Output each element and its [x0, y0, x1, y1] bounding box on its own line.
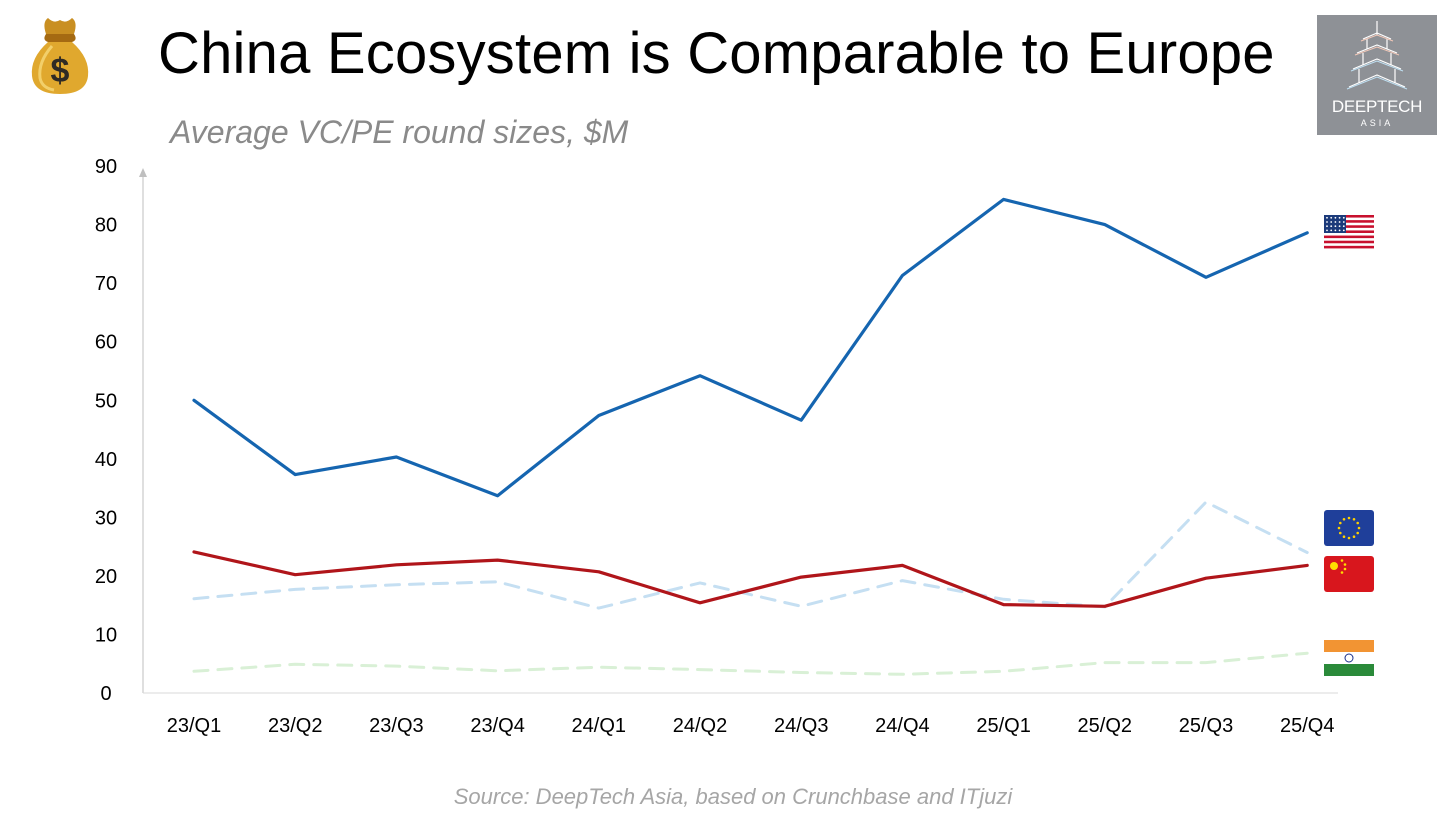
x-tick-label: 23/Q2: [268, 715, 322, 737]
y-tick-label: 40: [95, 449, 117, 471]
deeptech-asia-logo: DEEPTECH ASIA: [1317, 15, 1437, 135]
x-tick-label: 24/Q4: [875, 715, 929, 737]
x-tick-label: 23/Q1: [167, 715, 221, 737]
y-tick-label: 50: [95, 390, 117, 412]
logo-name: DEEPTECH: [1331, 97, 1423, 116]
pagoda-icon: [1346, 21, 1408, 90]
series-line-us: [192, 197, 1309, 498]
y-tick-label: 20: [95, 566, 117, 588]
eu-flag-icon: [1324, 510, 1374, 551]
x-tick-label: 24/Q2: [673, 715, 727, 737]
x-tick-label: 25/Q2: [1078, 715, 1132, 737]
y-tick-label: 10: [95, 624, 117, 646]
x-tick-label: 24/Q3: [774, 715, 828, 737]
y-tick-label: 60: [95, 332, 117, 354]
china-flag-icon: [1324, 556, 1374, 597]
x-tick-label: 25/Q4: [1280, 715, 1334, 737]
y-tick-label: 70: [95, 273, 117, 295]
x-tick-label: 24/Q1: [572, 715, 626, 737]
series-layer: [192, 197, 1309, 676]
svg-text:$: $: [51, 52, 70, 90]
y-axis-arrow: [139, 168, 147, 177]
chart-axes: [139, 168, 1338, 694]
source-note: Source: DeepTech Asia, based on Crunchba…: [453, 784, 1013, 809]
x-tick-label: 23/Q4: [470, 715, 524, 737]
chart-subtitle: Average VC/PE round sizes, $M: [170, 114, 629, 150]
chart-title: China Ecosystem is Comparable to Europe: [158, 21, 1275, 86]
y-tick-label: 0: [100, 683, 111, 705]
x-tick-label: 25/Q3: [1179, 715, 1233, 737]
series-line-eu: [192, 500, 1309, 610]
y-tick-label: 90: [95, 156, 117, 178]
us-flag-icon: [1324, 215, 1374, 256]
tick-labels: 0 10 20 30 40 50 60 70 80 90 23/Q1 23/Q2 23/Q3 23/Q4 2…: [95, 156, 1335, 737]
series-line-india: [192, 651, 1309, 676]
series-line-china: [192, 550, 1309, 608]
logo-subtitle: ASIA: [1360, 118, 1394, 128]
y-tick-label: 30: [95, 507, 117, 529]
x-tick-label: 25/Q1: [976, 715, 1030, 737]
india-flag-icon: [1324, 640, 1374, 681]
y-tick-label: 80: [95, 215, 117, 237]
money-bag-icon: $: [28, 12, 92, 101]
x-tick-label: 23/Q3: [369, 715, 423, 737]
